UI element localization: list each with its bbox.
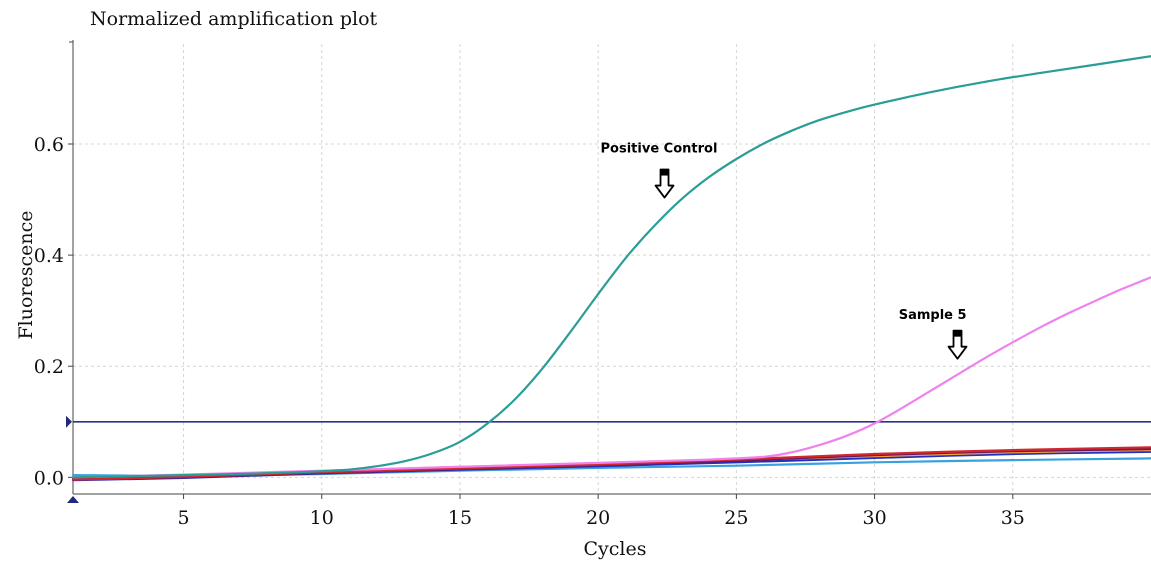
series-lines [71, 55, 1151, 482]
series-line [71, 276, 1151, 479]
series-line [71, 55, 1151, 479]
down-arrow-shape [947, 329, 968, 360]
y-tick-label: 0.4 [34, 245, 64, 267]
grid [73, 44, 1151, 494]
x-tick-label: 10 [310, 507, 334, 529]
x-tick-label: 5 [178, 507, 190, 529]
down-arrow-icon [654, 168, 675, 199]
y-tick-label: 0.6 [34, 134, 64, 156]
x-tick-label: 30 [862, 507, 886, 529]
axis-markers [66, 415, 79, 503]
down-arrow-shape [654, 168, 675, 199]
annotation-label: Sample 5 [899, 308, 967, 323]
x-axis-label: Cycles [583, 538, 647, 560]
down-arrow-icon [947, 329, 968, 360]
y-tick-label: 0.2 [34, 356, 64, 378]
threshold-handle-icon [66, 415, 72, 428]
axes: 5 10 15 20 25 30 35 0.0 0.2 0.4 0.6 [34, 40, 1151, 529]
annotation-label: Positive Control [601, 141, 718, 156]
down-arrow-cap [953, 330, 962, 337]
baseline-start-marker-icon [67, 496, 79, 503]
annotations: Positive Control Sample 5 [601, 141, 968, 360]
series-line [71, 446, 1151, 481]
x-tick-label: 35 [1001, 507, 1025, 529]
chart-title: Normalized amplification plot [90, 8, 378, 30]
x-tick-label: 25 [724, 507, 748, 529]
down-arrow-cap [660, 169, 669, 176]
y-tick-label: 0.0 [34, 467, 64, 489]
x-tick-label: 15 [448, 507, 472, 529]
x-tick-label: 20 [586, 507, 610, 529]
